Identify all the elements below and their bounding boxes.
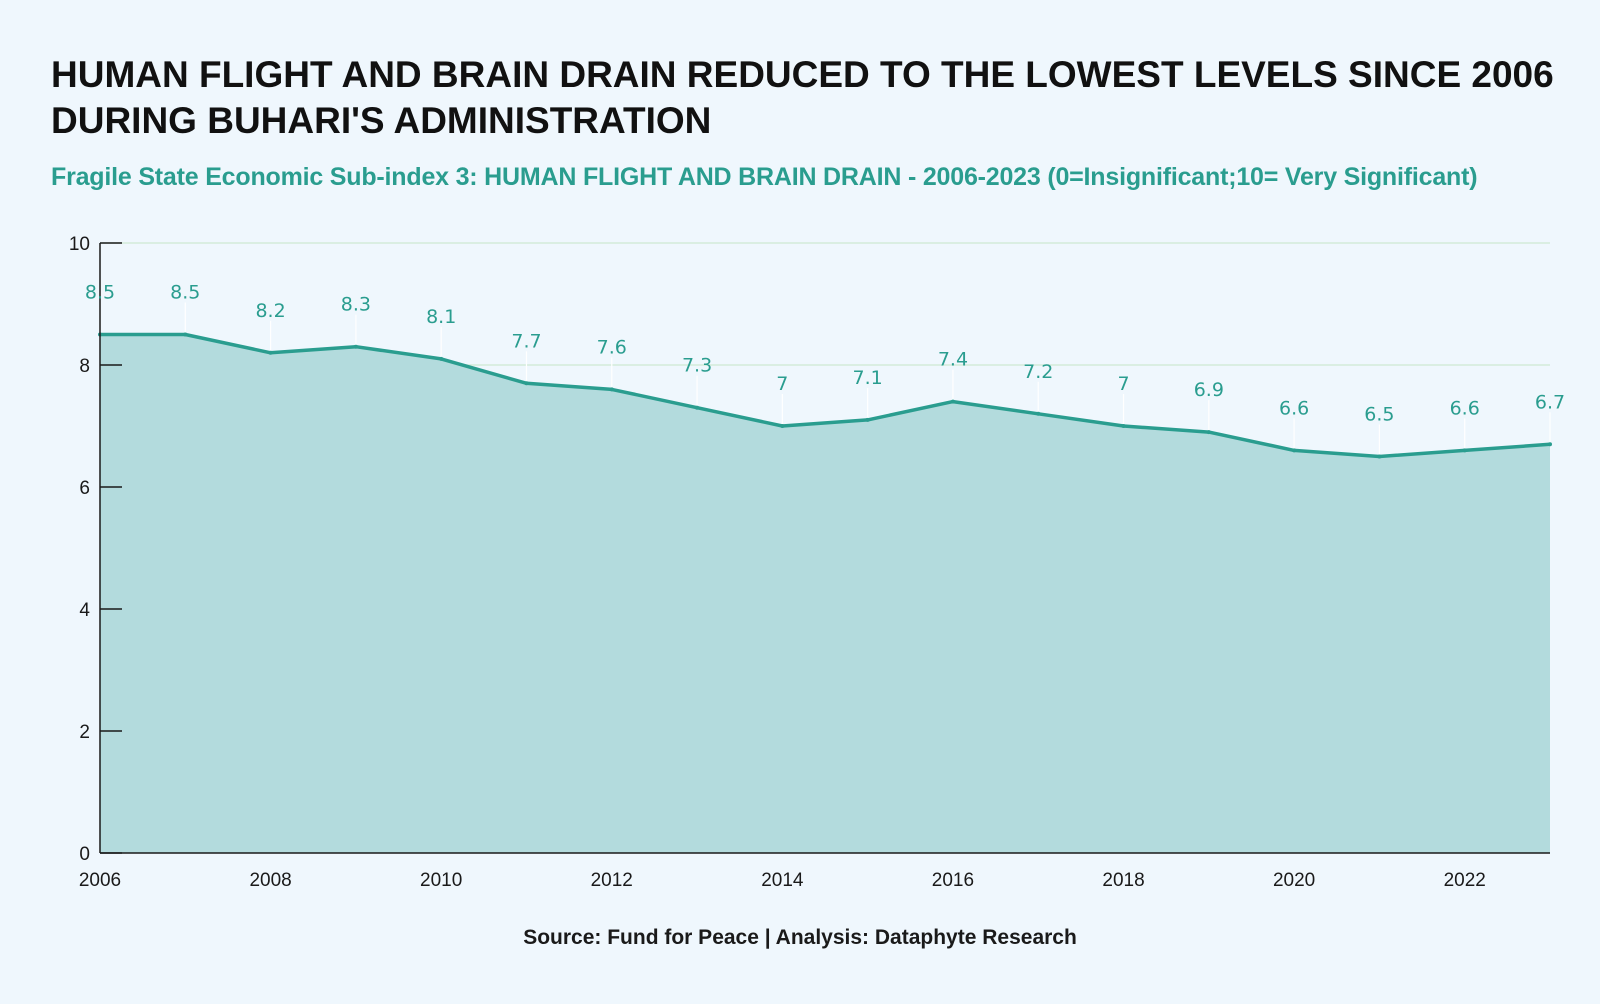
data-label-2011: 7.7	[511, 330, 541, 352]
data-point-2010	[439, 356, 444, 361]
data-point-2018	[1121, 424, 1126, 428]
data-label-2022: 6.6	[1450, 397, 1480, 419]
data-point-2023	[1548, 442, 1552, 447]
x-tick-label-2010: 2010	[420, 870, 462, 891]
data-label-2007: 8.5	[170, 282, 200, 304]
data-point-2017	[1036, 411, 1041, 416]
y-tick-label-4: 4	[79, 600, 90, 621]
data-label-2020: 6.6	[1279, 397, 1309, 419]
data-label-2019: 6.9	[1194, 379, 1224, 401]
axes: 0 2 4 6 8 10 2006 2008 2010 2012 2014 2016 2018 2020 2…	[69, 234, 1550, 891]
data-label-2023: 6.7	[1535, 391, 1565, 413]
x-tick-label-2012: 2012	[591, 870, 633, 891]
series-line	[100, 332, 1551, 459]
data-point-2011	[524, 381, 529, 386]
data-point-2007	[183, 332, 188, 337]
data-point-2019	[1206, 430, 1211, 435]
data-point-2016	[950, 399, 955, 404]
data-point-2009	[353, 344, 358, 349]
y-tick-label-10: 10	[69, 234, 90, 255]
data-point-2021	[1377, 454, 1382, 459]
data-label-2021: 6.5	[1364, 404, 1394, 426]
x-tick-label-2014: 2014	[761, 870, 804, 891]
data-point-2013	[695, 405, 700, 410]
data-point-2014	[780, 424, 785, 428]
data-label-2013: 7.3	[682, 355, 712, 377]
data-label-2017: 7.2	[1023, 361, 1053, 383]
y-tick-label-0: 0	[79, 844, 90, 865]
data-label-2012: 7.6	[597, 336, 627, 358]
data-point-2012	[609, 387, 614, 392]
area-fill	[100, 334, 1550, 853]
data-point-2022	[1462, 448, 1467, 453]
x-tick-label-2020: 2020	[1273, 870, 1315, 891]
area-layer	[98, 302, 1552, 853]
x-tick-label-2018: 2018	[1102, 870, 1144, 891]
data-label-2014: 7	[776, 373, 788, 395]
data-label-2006: 8.5	[85, 282, 115, 304]
data-label-2008: 8.2	[255, 300, 285, 322]
x-tick-label-2022: 2022	[1444, 870, 1486, 891]
data-point-2015	[865, 417, 870, 422]
data-label-2015: 7.1	[853, 367, 883, 389]
data-labels: 8.5 8.5 8.2 8.3 8.1 7.7 7.6 7.3 7 7.1 7.4 7.2 7 6.9 6.…	[85, 282, 1565, 426]
data-label-2010: 8.1	[426, 306, 456, 328]
data-point-2020	[1292, 448, 1297, 453]
data-point-2008	[268, 350, 273, 355]
y-tick-label-8: 8	[79, 356, 90, 377]
x-tick-label-2008: 2008	[249, 870, 291, 891]
data-label-2009: 8.3	[341, 294, 371, 316]
source-note: Source: Fund for Peace | Analysis: Datap…	[523, 926, 1077, 949]
data-label-2016: 7.4	[938, 349, 968, 371]
y-tick-label-6: 6	[79, 478, 90, 499]
data-label-2018: 7	[1117, 373, 1129, 395]
chart-subtitle: Fragile State Economic Sub-index 3: HUMA…	[51, 163, 1478, 191]
x-tick-label-2006: 2006	[79, 870, 121, 891]
y-tick-label-2: 2	[79, 722, 90, 743]
x-tick-label-2016: 2016	[932, 870, 974, 891]
chart-title: HUMAN FLIGHT AND BRAIN DRAIN REDUCED TO …	[51, 54, 1554, 141]
